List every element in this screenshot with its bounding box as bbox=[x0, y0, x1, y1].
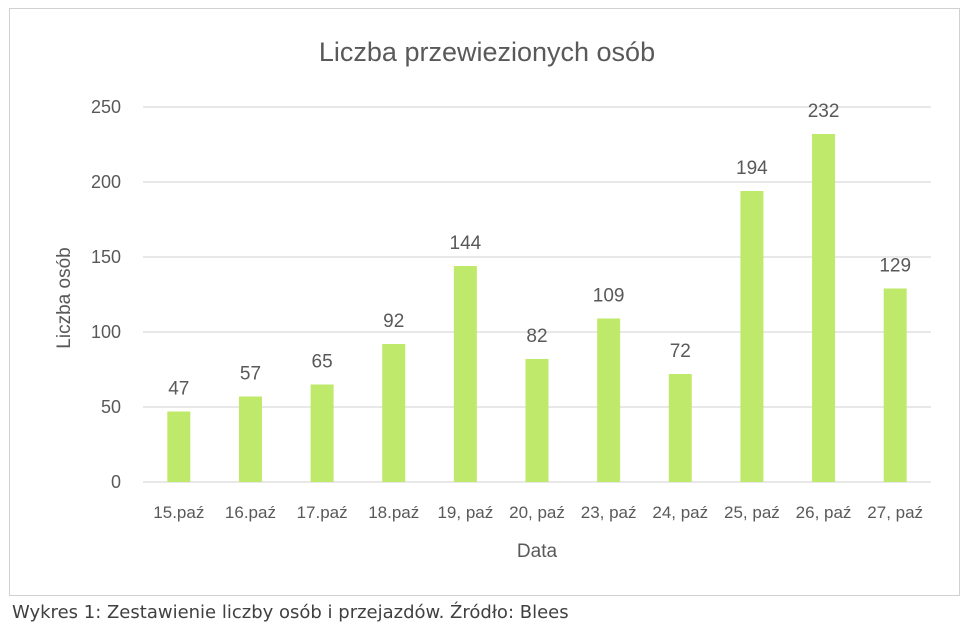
x-tick-label: 24, paź bbox=[652, 503, 708, 522]
data-label: 47 bbox=[168, 379, 189, 400]
x-tick-label: 26, paź bbox=[796, 503, 852, 522]
data-label: 57 bbox=[240, 364, 261, 385]
bar bbox=[238, 396, 262, 482]
grid-lines bbox=[143, 106, 931, 483]
x-tick-label: 25, paź bbox=[724, 503, 780, 522]
bars bbox=[167, 134, 907, 482]
x-tick-label: 20, paź bbox=[509, 503, 565, 522]
bar bbox=[310, 384, 334, 482]
figure-caption: Wykres 1: Zestawienie liczby osób i prze… bbox=[12, 602, 569, 623]
y-tick-label: 200 bbox=[91, 172, 121, 192]
x-tick-label: 27, paź bbox=[867, 503, 923, 522]
bar bbox=[668, 374, 692, 482]
x-tick-label: 23, paź bbox=[581, 503, 637, 522]
x-tick-label: 15.paź bbox=[153, 503, 204, 522]
data-label: 65 bbox=[312, 352, 333, 373]
bar bbox=[525, 359, 549, 482]
bar bbox=[740, 191, 764, 482]
y-tick-label: 50 bbox=[101, 397, 121, 417]
data-label: 194 bbox=[736, 158, 768, 179]
y-tick-labels: 0 50 100 150 200 250 bbox=[91, 97, 121, 492]
data-label: 109 bbox=[593, 286, 625, 307]
data-label: 92 bbox=[383, 311, 404, 332]
bar bbox=[883, 288, 907, 482]
y-axis-label: Liczba osób bbox=[54, 247, 75, 348]
x-tick-label: 17.paź bbox=[297, 503, 348, 522]
x-tick-label: 16.paź bbox=[225, 503, 276, 522]
y-tick-label: 250 bbox=[91, 97, 121, 117]
bar-chart: Liczba przewiezionych osób Liczba osób D… bbox=[54, 37, 931, 562]
x-tick-labels: 15.paź 16.paź 17.paź 18.paź 19, paź 20, paź 23… bbox=[153, 503, 923, 522]
data-label: 232 bbox=[808, 101, 840, 122]
data-labels: 47 57 65 92 144 82 109 72 194 232 129 bbox=[168, 101, 911, 400]
data-label: 129 bbox=[879, 256, 911, 277]
x-tick-label: 18.paź bbox=[368, 503, 419, 522]
data-label: 82 bbox=[526, 326, 547, 347]
y-tick-label: 100 bbox=[91, 322, 121, 342]
chart-title: Liczba przewiezionych osób bbox=[319, 37, 655, 67]
bar bbox=[597, 318, 621, 482]
bar bbox=[453, 266, 477, 482]
y-tick-label: 150 bbox=[91, 247, 121, 267]
data-label: 144 bbox=[450, 233, 482, 254]
x-tick-label: 19, paź bbox=[437, 503, 493, 522]
chart-frame: Liczba przewiezionych osób Liczba osób D… bbox=[9, 8, 960, 596]
y-tick-label: 0 bbox=[111, 472, 121, 492]
bar bbox=[382, 344, 406, 482]
bar bbox=[167, 411, 191, 482]
data-label: 72 bbox=[670, 341, 691, 362]
bar bbox=[812, 134, 836, 482]
x-axis-label: Data bbox=[517, 541, 558, 562]
